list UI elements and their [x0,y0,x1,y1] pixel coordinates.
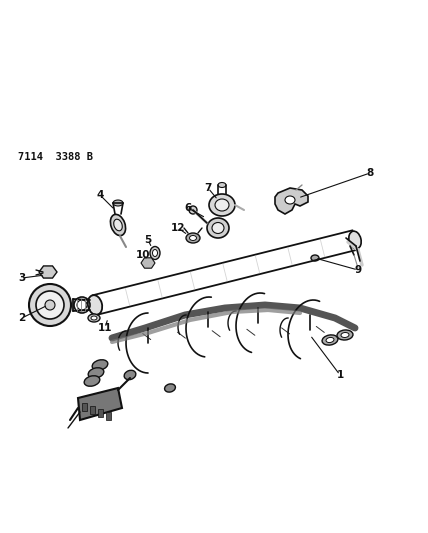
Ellipse shape [285,196,295,204]
Text: 7114  3388 B: 7114 3388 B [18,152,93,162]
Text: 6: 6 [184,203,192,213]
Ellipse shape [113,200,123,206]
Ellipse shape [88,368,104,378]
Ellipse shape [322,335,338,345]
Polygon shape [39,266,57,278]
Text: 2: 2 [18,313,26,323]
Ellipse shape [189,206,197,214]
Bar [98,409,103,417]
Text: 12: 12 [171,223,185,233]
Bar [106,412,111,420]
Ellipse shape [152,249,158,256]
Ellipse shape [165,384,175,392]
Ellipse shape [215,199,229,211]
Text: 10: 10 [136,250,150,260]
Ellipse shape [91,316,97,320]
Ellipse shape [110,214,125,236]
Ellipse shape [186,233,200,243]
Ellipse shape [92,360,108,370]
Ellipse shape [311,255,319,261]
Ellipse shape [114,219,122,231]
Ellipse shape [349,231,361,249]
Ellipse shape [209,194,235,216]
Polygon shape [78,388,122,420]
Ellipse shape [36,291,64,319]
Bar [90,406,95,414]
Ellipse shape [212,222,224,233]
Text: 11: 11 [98,323,112,333]
Ellipse shape [326,337,334,343]
Ellipse shape [190,236,196,240]
Text: 4: 4 [96,190,104,200]
Text: 1: 1 [336,370,344,380]
Ellipse shape [77,300,87,310]
Ellipse shape [45,300,55,310]
Text: 3: 3 [18,273,26,283]
Polygon shape [275,188,308,214]
Ellipse shape [337,330,353,340]
Ellipse shape [124,370,136,379]
Ellipse shape [84,376,100,386]
Text: 5: 5 [144,235,152,245]
Ellipse shape [341,333,349,337]
Text: 9: 9 [354,265,362,275]
Ellipse shape [88,295,102,315]
Ellipse shape [150,246,160,260]
Ellipse shape [88,314,100,322]
Text: 8: 8 [366,168,374,178]
Bar [82,403,87,411]
Ellipse shape [218,182,226,188]
Ellipse shape [207,218,229,238]
Polygon shape [141,258,155,268]
Text: 7: 7 [204,183,212,193]
Ellipse shape [29,284,71,326]
